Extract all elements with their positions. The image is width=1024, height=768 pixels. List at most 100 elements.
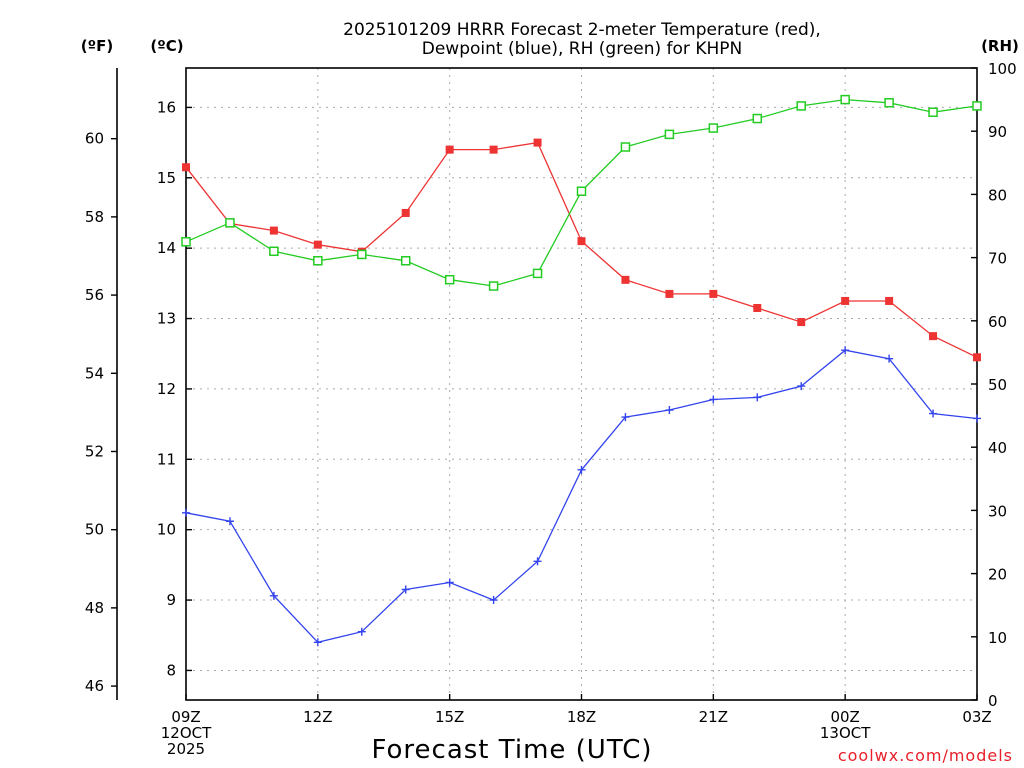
x-axis-title: Forecast Time (UTC): [371, 735, 652, 765]
fahrenheit-tick-label: 50: [85, 521, 104, 539]
temperature-point: [973, 353, 981, 362]
rh-point: [928, 107, 938, 117]
rh-point: [664, 129, 675, 140]
time-tick-label: 09Z: [171, 708, 200, 726]
temperature-point: [182, 163, 190, 172]
rh-point: [620, 142, 631, 152]
rh-point: [400, 256, 411, 266]
dewpoint-point: [401, 585, 410, 594]
dewpoint-point: [533, 557, 542, 566]
dewpoint-point: [489, 596, 498, 605]
rh-tick-label: 10: [988, 629, 1007, 647]
dewpoint-point: [182, 508, 190, 517]
dewpoint-point: [621, 413, 630, 422]
temperature-point: [621, 275, 630, 284]
rh-point: [708, 123, 719, 133]
rh-point: [444, 274, 455, 285]
rh-point: [840, 94, 850, 105]
rh-point: [796, 101, 806, 111]
rh-tick-label: 60: [988, 313, 1007, 331]
celsius-tick-label: 10: [157, 521, 176, 539]
fahrenheit-tick-label: 46: [85, 677, 104, 695]
fahrenheit-tick-label: 48: [85, 599, 104, 617]
dewpoint-point: [797, 382, 806, 391]
temperature-point: [269, 226, 278, 235]
temperature-point: [797, 318, 806, 327]
fahrenheit-tick-label: 52: [85, 442, 104, 460]
temperature-point: [709, 289, 718, 298]
rh-point: [576, 186, 587, 196]
rh-tick-label: 0: [988, 692, 998, 710]
rh-point: [313, 256, 323, 266]
celsius-tick-label: 12: [157, 380, 176, 398]
rh-unit-label: (RH): [981, 37, 1019, 55]
dewpoint-point: [445, 578, 454, 587]
dewpoint-point: [709, 395, 718, 404]
rh-tick-label: 80: [988, 186, 1007, 204]
temperature-point: [313, 240, 322, 249]
fahrenheit-unit-label: (ºF): [81, 37, 113, 55]
rh-point: [181, 237, 191, 247]
celsius-tick-label: 16: [157, 98, 176, 116]
rh-point: [752, 113, 763, 124]
rh-point: [269, 246, 279, 257]
dewpoint-point: [357, 627, 366, 636]
dewpoint-point: [577, 465, 586, 474]
credit-label: coolwx.com/models: [838, 746, 1013, 765]
rh-tick-label: 20: [988, 566, 1007, 584]
rh-point: [884, 98, 894, 108]
dewpoint-point: [225, 517, 234, 526]
rh-point: [532, 268, 543, 279]
fahrenheit-tick-label: 60: [85, 130, 104, 148]
chart-title-line-2: Dewpoint (blue), RH (green) for KHPN: [422, 39, 742, 59]
temperature-point: [885, 296, 894, 305]
rh-tick-label: 100: [988, 60, 1017, 78]
temperature-point: [753, 303, 762, 312]
celsius-tick-label: 11: [157, 450, 176, 468]
celsius-tick-label: 14: [157, 239, 176, 257]
dewpoint-point: [313, 638, 322, 647]
temperature-point: [489, 145, 498, 154]
rh-tick-label: 40: [988, 439, 1007, 457]
dewpoint-point: [841, 346, 850, 355]
rh-tick-label: 70: [988, 250, 1007, 268]
dewpoint-point: [269, 591, 278, 600]
dewpoint-point: [973, 414, 981, 423]
chart-series: [181, 94, 982, 647]
time-tick-label: 00Z: [830, 708, 859, 726]
time-tick-label: 13OCT: [820, 724, 871, 742]
celsius-tick-label: 13: [157, 310, 176, 328]
chart-grid: [186, 68, 977, 700]
rh-point: [357, 249, 367, 260]
rh-tick-label: 30: [988, 502, 1007, 520]
rh-tick-label: 90: [988, 123, 1007, 141]
time-tick-label: 12OCT: [161, 724, 212, 742]
rh-point: [225, 218, 235, 228]
time-tick-label: 12Z: [303, 708, 332, 726]
dewpoint-point: [929, 409, 938, 418]
dewpoint-point: [665, 406, 674, 415]
celsius-unit-label: (ºC): [150, 37, 183, 55]
time-tick-label: 03Z: [962, 708, 991, 726]
temperature-point: [929, 332, 938, 341]
temperature-point: [533, 138, 542, 147]
rh-point: [972, 101, 982, 111]
dewpoint-point: [885, 354, 894, 363]
temperature-point: [401, 208, 410, 217]
dewpoint-point: [753, 393, 762, 402]
time-tick-label: 15Z: [435, 708, 464, 726]
time-tick-label: 21Z: [699, 708, 728, 726]
celsius-tick-label: 8: [166, 661, 176, 679]
temperature-point: [445, 145, 454, 154]
fahrenheit-tick-label: 56: [85, 286, 104, 304]
celsius-tick-label: 9: [166, 591, 176, 609]
rh-tick-label: 50: [988, 376, 1007, 394]
fahrenheit-tick-label: 54: [85, 364, 104, 382]
time-tick-label: 2025: [167, 740, 205, 758]
temperature-point: [577, 237, 586, 246]
temperature-point: [841, 296, 850, 305]
chart-axes: 8 9 10 11 12 13 14 15 16 46 48 50 52 54 56 58 60 0 10 20 30 4…: [85, 60, 1017, 758]
chart-title-line-1: 2025101209 HRRR Forecast 2-meter Tempera…: [343, 20, 821, 40]
time-tick-label: 18Z: [567, 708, 596, 726]
